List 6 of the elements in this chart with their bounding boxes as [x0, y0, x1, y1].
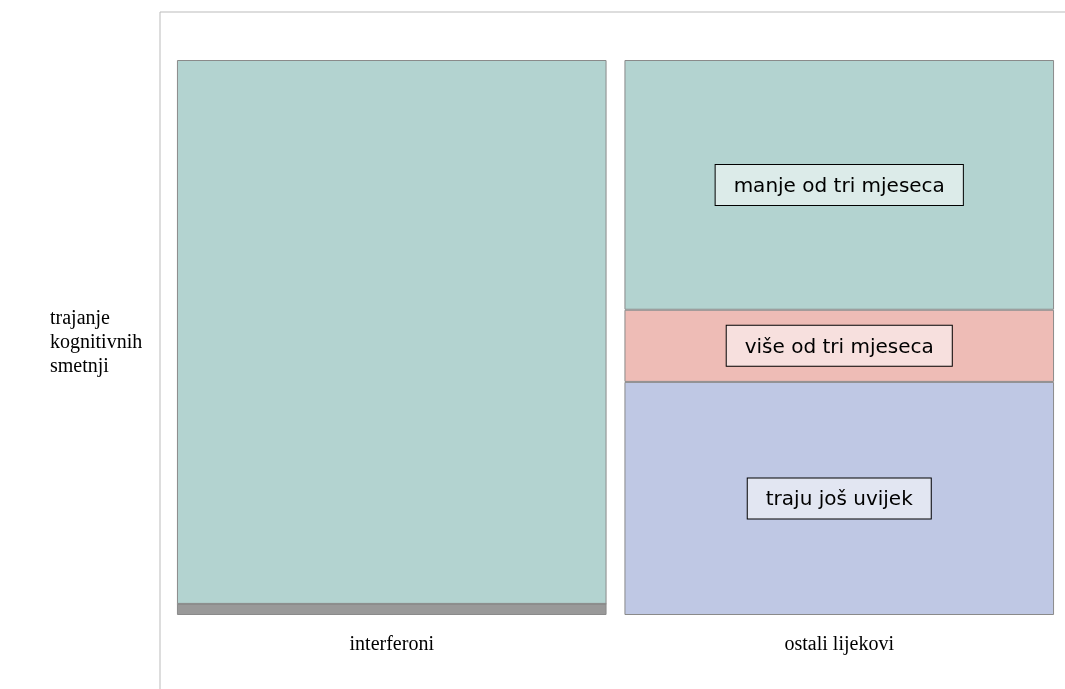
series-label: više od tri mjeseca — [744, 333, 934, 358]
y-axis-title: trajanje kognitivnih smetnji — [50, 306, 148, 377]
series-label: manje od tri mjeseca — [733, 172, 945, 197]
x-tick-label: ostali lijekovi — [784, 632, 895, 655]
series-label: traju još uvijek — [765, 486, 914, 511]
x-tick-label: interferoni — [349, 632, 435, 654]
